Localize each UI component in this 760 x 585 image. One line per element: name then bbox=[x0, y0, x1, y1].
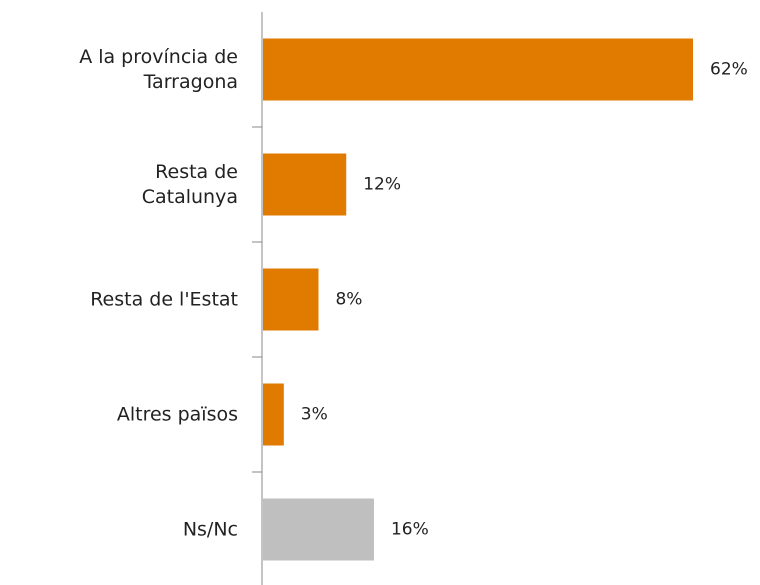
bar bbox=[263, 498, 374, 561]
category-label: Ns/Nc bbox=[182, 518, 238, 540]
bar bbox=[263, 383, 284, 446]
value-label: 62% bbox=[710, 60, 748, 80]
category-label: Resta de l'Estat bbox=[90, 288, 238, 310]
value-label: 8% bbox=[335, 290, 362, 310]
bar bbox=[263, 153, 347, 216]
category-label: Altres països bbox=[116, 403, 238, 425]
category-label: A la província de Tarragona bbox=[79, 45, 238, 93]
bar bbox=[263, 268, 319, 331]
category-label: Resta de Catalunya bbox=[141, 160, 238, 208]
value-label: 12% bbox=[363, 175, 401, 195]
bar bbox=[263, 38, 693, 101]
value-label: 16% bbox=[391, 520, 429, 540]
value-label: 3% bbox=[301, 405, 328, 425]
